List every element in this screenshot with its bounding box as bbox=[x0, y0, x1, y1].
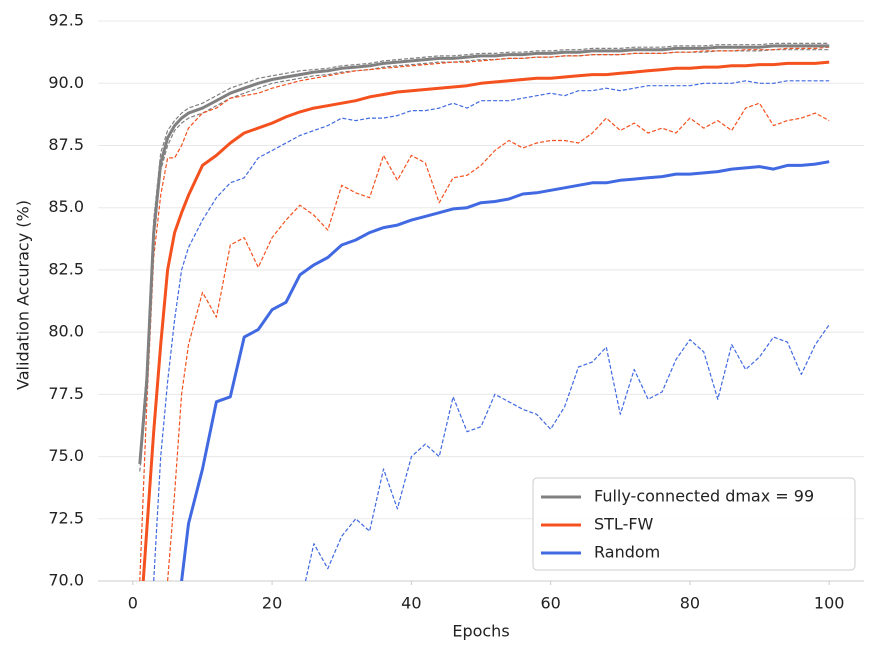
x-tick-label: 40 bbox=[401, 594, 421, 613]
x-tick-label: 60 bbox=[540, 594, 560, 613]
legend-label: Random bbox=[594, 543, 660, 562]
x-tick-label: 100 bbox=[814, 594, 845, 613]
y-tick-label: 72.5 bbox=[48, 508, 84, 527]
y-tick-label: 75.0 bbox=[48, 446, 84, 465]
band-line bbox=[304, 324, 830, 581]
legend-label: STL-FW bbox=[594, 515, 654, 534]
y-tick-label: 92.5 bbox=[48, 11, 84, 30]
band-line bbox=[153, 80, 830, 581]
y-axis-label: Validation Accuracy (%) bbox=[14, 200, 33, 390]
y-tick-label: 85.0 bbox=[48, 197, 84, 216]
x-axis-label: Epochs bbox=[452, 622, 509, 641]
band-line bbox=[139, 49, 830, 472]
series-line bbox=[180, 160, 830, 581]
y-tick-label: 87.5 bbox=[48, 135, 84, 154]
legend-box bbox=[532, 477, 856, 571]
y-tick-label: 90.0 bbox=[48, 73, 84, 92]
y-tick-label: 77.5 bbox=[48, 384, 84, 403]
series-line bbox=[141, 60, 830, 581]
band-line bbox=[139, 46, 830, 581]
legend-label: Fully-connected dmax = 99 bbox=[594, 487, 814, 506]
series-line bbox=[138, 44, 830, 465]
x-tick-label: 80 bbox=[680, 594, 700, 613]
x-tick-label: 20 bbox=[262, 594, 282, 613]
band-line bbox=[139, 42, 830, 457]
y-tick-label: 82.5 bbox=[48, 259, 84, 278]
x-tick-label: 0 bbox=[128, 594, 138, 613]
y-tick-label: 70.0 bbox=[48, 571, 84, 590]
plot-area bbox=[138, 42, 830, 581]
band-line bbox=[167, 102, 830, 581]
y-tick-label: 80.0 bbox=[48, 322, 84, 341]
